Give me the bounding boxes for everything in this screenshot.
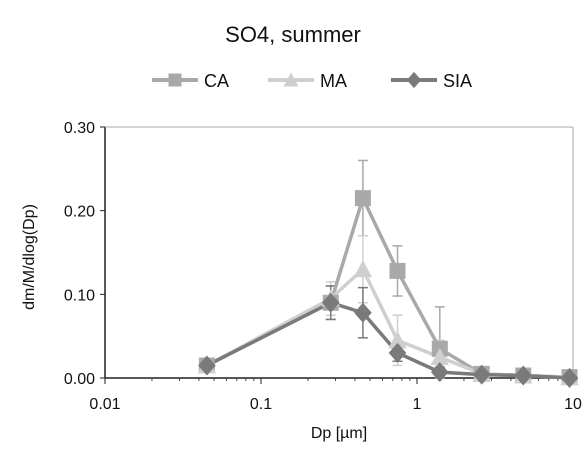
data-point-sia: [388, 342, 407, 363]
data-point-sia: [514, 365, 533, 386]
series-line-sia: [205, 300, 572, 380]
plot-frame: [104, 126, 574, 379]
data-point-ca: [389, 262, 406, 279]
data-point-sia: [321, 292, 340, 313]
series-lines: [205, 196, 572, 380]
data-point-ma: [388, 331, 407, 349]
data-point-ca: [354, 190, 371, 207]
legend: CA MA SIA: [152, 71, 472, 91]
series-line-ma: [205, 267, 572, 379]
legend-label-ma: MA: [320, 71, 347, 91]
chart-title: SO4, summer: [225, 22, 361, 47]
legend-marker-sia: [406, 71, 422, 89]
legend-label-sia: SIA: [443, 71, 472, 91]
legend-marker-ma: [283, 72, 299, 87]
series-markers: [197, 190, 579, 388]
y-tick-label: 0.30: [64, 120, 95, 137]
data-point-sia: [560, 368, 579, 388]
axis-ticks: 0.00 0.10 0.20 0.30 0.01 0.1 1 10: [64, 120, 582, 413]
series-line-ca: [205, 196, 572, 379]
x-tick-label: 1: [413, 396, 422, 413]
data-point-sia: [354, 302, 372, 323]
data-point-sia: [472, 364, 491, 385]
data-point-ma: [353, 260, 373, 278]
legend-label-ca: CA: [204, 71, 229, 91]
x-tick-label: 10: [564, 396, 582, 413]
y-tick-label: 0.00: [64, 371, 95, 388]
data-point-sia: [198, 355, 216, 376]
y-tick-label: 0.10: [64, 287, 95, 304]
x-tick-label: 0.1: [250, 396, 272, 413]
y-tick-label: 0.20: [64, 204, 95, 221]
data-point-ma: [430, 347, 449, 366]
data-point-sia: [430, 362, 449, 383]
y-axis-label: dm/M/dlog(Dp): [21, 204, 38, 310]
x-axis-label: Dp [µm]: [311, 425, 367, 442]
legend-marker-ca: [168, 73, 182, 87]
x-tick-label: 0.01: [89, 396, 120, 413]
error-bars: [201, 159, 575, 379]
